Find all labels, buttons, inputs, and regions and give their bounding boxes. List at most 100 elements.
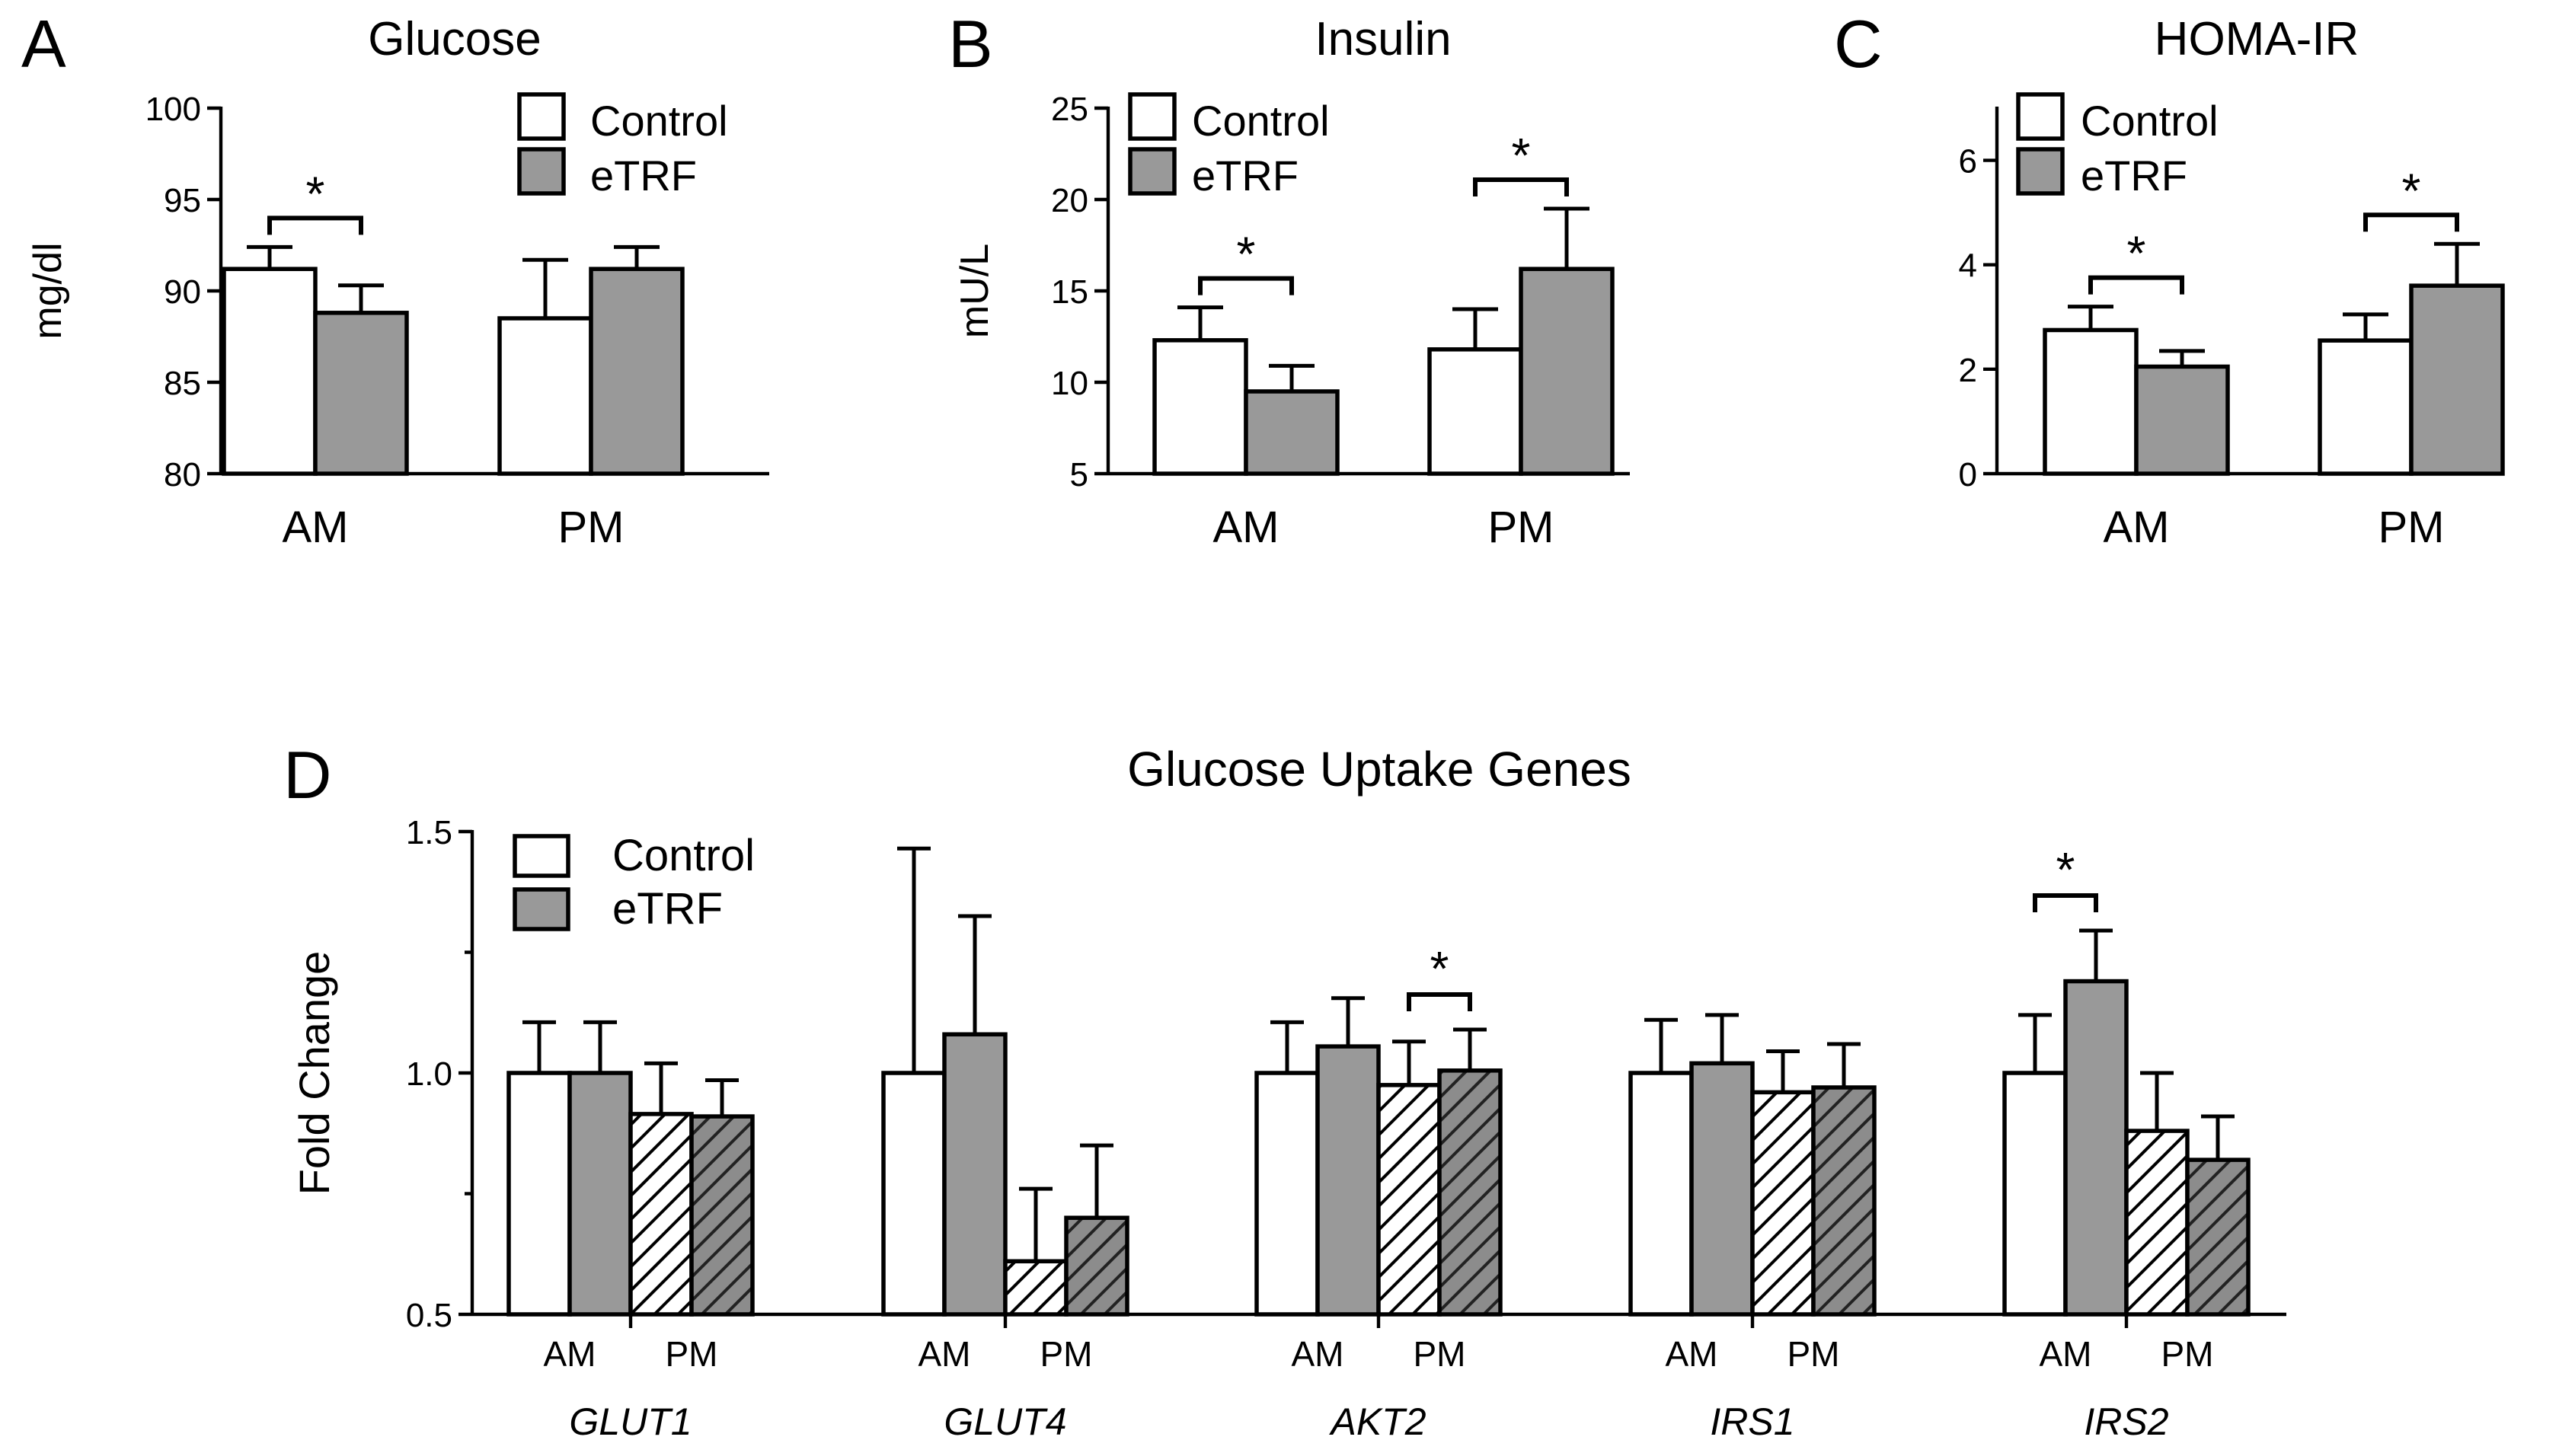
gene-label: GLUT4 (944, 1400, 1066, 1443)
y-tick-label: 95 (164, 182, 201, 219)
significance-bracket (267, 216, 363, 235)
bar-akt2-pm-etrf (1437, 1068, 1503, 1317)
y-tick-label: 1.5 (406, 814, 452, 851)
y-tick-label: 80 (164, 456, 201, 493)
y-tick-label: 85 (164, 365, 201, 402)
bar-irs2-am-control (2002, 1071, 2068, 1317)
y-tick-label: 25 (1051, 91, 1088, 128)
bar-glut1-am-control (506, 1071, 572, 1317)
y-axis-label: mU/L (953, 244, 997, 338)
significance-star: * (2056, 842, 2075, 897)
x-tick-label-am: AM (1292, 1334, 1344, 1374)
x-tick-label: AM (2104, 503, 2170, 552)
y-tick-label: 6 (1959, 143, 1977, 180)
gene-label: IRS2 (2084, 1400, 2168, 1443)
bar-control-am (1152, 338, 1248, 476)
bar-glut1-am-etrf (567, 1071, 633, 1317)
y-tick-label: 10 (1051, 365, 1088, 402)
y-tick-label: 4 (1959, 247, 1977, 285)
bar-glut4-am-etrf (942, 1032, 1008, 1317)
legend-label-etrf: eTRF (2081, 152, 2187, 200)
panel-letter: A (21, 6, 66, 81)
bar-irs1-am-etrf (1689, 1061, 1755, 1317)
bar-etrf-pm (589, 267, 685, 476)
y-axis-label: mg/dl (26, 242, 70, 339)
x-tick-label: AM (283, 503, 349, 552)
bar-glut4-am-control (881, 1071, 947, 1317)
significance-star: * (1430, 941, 1449, 996)
chart-title: Glucose Uptake Genes (1127, 742, 1631, 797)
bar-etrf-am (313, 311, 409, 476)
x-tick-label-pm: PM (1040, 1334, 1093, 1374)
bar-control-pm (497, 316, 593, 476)
x-tick-label: PM (1488, 503, 1554, 552)
significance-bracket (2033, 892, 2098, 912)
bar-akt2-am-etrf (1315, 1044, 1381, 1317)
panel-letter: B (948, 6, 993, 81)
bar-akt2-pm-control (1376, 1083, 1442, 1317)
x-tick-label-am: AM (2040, 1334, 2092, 1374)
y-tick-label: 20 (1051, 182, 1088, 219)
bar-control-am (222, 267, 318, 476)
legend-swatch-etrf (513, 887, 570, 931)
legend-swatch-control (513, 834, 570, 878)
y-axis-label: Fold Change (290, 951, 338, 1196)
panel-letter: C (1834, 6, 1883, 81)
x-tick-label: PM (2378, 503, 2445, 552)
x-tick-label-am: AM (918, 1334, 971, 1374)
significance-bracket (1407, 991, 1472, 1011)
bar-etrf-am (2134, 364, 2230, 476)
bar-irs2-pm-control (2124, 1129, 2190, 1317)
significance-star: * (1237, 227, 1256, 282)
x-tick-label-am: AM (544, 1334, 596, 1374)
y-tick-label: 0 (1959, 456, 1977, 493)
y-tick-label: 2 (1959, 352, 1977, 389)
legend-swatch-control (1128, 92, 1177, 141)
significance-star: * (306, 166, 325, 221)
bar-control-am (2043, 327, 2139, 476)
bar-etrf-am (1244, 389, 1340, 476)
bar-glut1-pm-control (628, 1112, 694, 1317)
legend-label-control: Control (612, 831, 755, 880)
legend-label-control: Control (1192, 97, 1330, 145)
y-tick-label: 0.5 (406, 1297, 452, 1334)
bar-etrf-pm (2409, 283, 2505, 476)
bar-akt2-am-control (1254, 1071, 1320, 1317)
significance-star: * (2402, 163, 2421, 218)
gene-label: IRS1 (1710, 1400, 1794, 1443)
significance-star: * (1512, 128, 1531, 183)
significance-bracket (2363, 212, 2459, 232)
legend-swatch-control (517, 92, 566, 141)
bar-irs2-pm-etrf (2185, 1157, 2251, 1317)
legend-label-etrf: eTRF (590, 152, 697, 200)
bar-glut4-pm-etrf (1064, 1215, 1129, 1317)
chart-title: Glucose (368, 13, 541, 65)
panel-letter: D (283, 737, 332, 813)
gene-label: AKT2 (1328, 1400, 1426, 1443)
bar-irs2-am-etrf (2063, 979, 2129, 1317)
significance-star: * (2127, 226, 2146, 281)
x-tick-label-pm: PM (2161, 1334, 2214, 1374)
legend-swatch-etrf (2016, 147, 2065, 196)
chart-title: Insulin (1315, 13, 1451, 65)
legend-label-etrf: eTRF (1192, 152, 1299, 200)
panel-c: C HOMA-IR 0 2 4 6 AM * PM * Control eTRF (1834, 6, 2505, 552)
significance-bracket (2088, 275, 2184, 295)
x-tick-label-am: AM (1666, 1334, 1718, 1374)
legend-label-etrf: eTRF (612, 884, 723, 934)
x-tick-label: PM (558, 503, 625, 552)
y-tick-label: 15 (1051, 273, 1088, 311)
panel-d: D Glucose Uptake Genes 0.5 1.0 1.5 Fold Chang… (283, 737, 2286, 1443)
bar-glut1-pm-etrf (689, 1114, 755, 1317)
y-tick-label: 90 (164, 273, 201, 311)
charts-layer: A Glucose80859095100mg/dlAM*PMControleTRF… (21, 6, 2505, 1443)
panel-a: A Glucose 80 85 90 95 100 mg/dl AM * PM Control eTRF (21, 6, 769, 552)
legend-swatch-etrf (1128, 147, 1177, 196)
bar-irs1-am-control (1628, 1071, 1694, 1317)
significance-bracket (1198, 276, 1294, 295)
bar-irs1-pm-control (1750, 1090, 1816, 1317)
x-tick-label: AM (1213, 503, 1280, 552)
x-tick-label-pm: PM (666, 1334, 718, 1374)
legend-swatch-control (2016, 92, 2065, 141)
